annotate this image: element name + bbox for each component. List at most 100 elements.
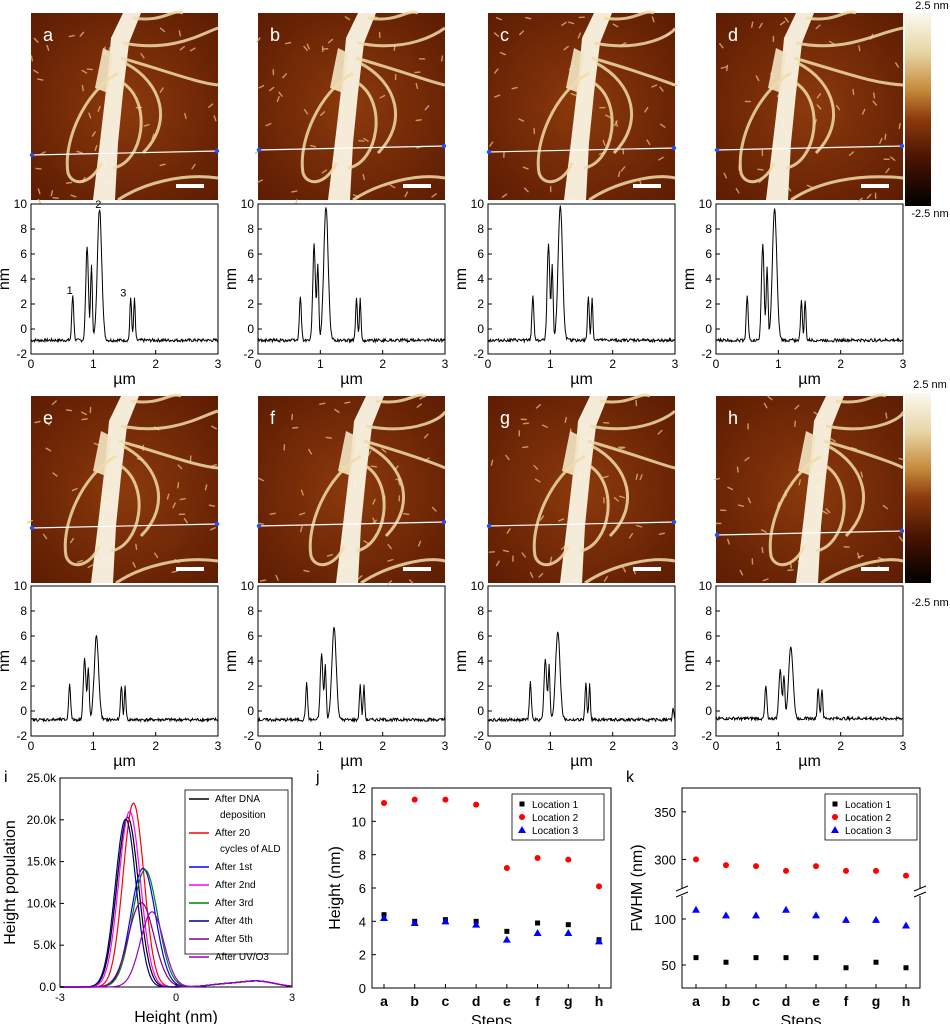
histogram-curve-8 <box>60 911 293 988</box>
afm-image-panel-a: a <box>29 10 220 205</box>
dna-fragment <box>533 464 539 470</box>
dna-fragment <box>538 572 544 578</box>
dna-fragment <box>256 179 263 183</box>
dna-strand <box>375 393 427 404</box>
dna-strand <box>805 10 857 21</box>
dna-fragment <box>37 188 41 195</box>
y-tick-label: 4 <box>477 272 484 286</box>
x-tick-label: 1 <box>317 739 324 753</box>
dna-fragment <box>88 112 92 119</box>
dna-fragment <box>322 48 329 50</box>
dna-fragment <box>857 197 863 203</box>
dna-fragment <box>646 139 651 146</box>
dna-fragment <box>183 517 188 524</box>
dna-fragment <box>603 576 608 582</box>
y-tick-label: 2 <box>247 297 254 311</box>
profile-line-start-marker <box>486 523 492 529</box>
x-tick-label: 3 <box>289 992 295 1004</box>
dna-fragment <box>303 45 308 52</box>
dna-fragment <box>65 181 73 184</box>
data-point <box>410 919 419 926</box>
dna-strand <box>785 81 816 170</box>
x-tick-label: 1 <box>90 357 97 371</box>
data-point <box>502 935 511 943</box>
dna-fragment <box>489 141 494 147</box>
dna-strand <box>118 439 219 470</box>
x-tick-label: 0 <box>485 357 492 371</box>
dna-fragment <box>639 474 643 481</box>
profile-trace <box>487 631 676 723</box>
dna-strand <box>593 27 677 48</box>
colorbar-bottom <box>905 393 931 583</box>
x-tick-label: 2 <box>152 739 159 753</box>
dna-strand <box>599 393 651 404</box>
x-tick-label: -3 <box>55 992 65 1004</box>
dna-strand <box>352 175 446 202</box>
data-point <box>783 867 789 874</box>
legend: After DNA deposition After 20 cycles of ALD… <box>184 789 289 963</box>
data-point <box>843 965 849 971</box>
dna-strand <box>583 81 614 170</box>
dna-strand <box>825 410 905 431</box>
dna-fragment <box>620 166 626 172</box>
dna-fragment <box>501 193 508 198</box>
dna-fragment <box>189 47 196 52</box>
dna-strand <box>532 454 586 567</box>
y-axis-label: nm <box>681 650 698 672</box>
dna-fragment <box>68 34 75 38</box>
dna-fragment <box>757 168 764 171</box>
dna-strand <box>117 175 219 202</box>
dna-fragment <box>159 27 166 33</box>
dna-fragment <box>70 194 77 198</box>
x-axis-label: Steps <box>781 1013 822 1024</box>
x-tick-label: h <box>595 993 604 1009</box>
dna-fragment <box>334 408 340 414</box>
y-tick-label: -2 <box>473 347 484 361</box>
dna-fragment <box>723 172 728 179</box>
x-tick-label: f <box>844 993 849 1009</box>
x-tick-label: 2 <box>837 357 844 371</box>
dna-fragment <box>660 123 666 128</box>
legend-label: Location 2 <box>532 813 579 824</box>
dna-strand <box>793 56 904 87</box>
dna-fragment <box>387 543 393 550</box>
dna-fragment <box>291 426 299 429</box>
y-tick-label: 6 <box>247 247 254 261</box>
legend: Location 1 Location 2 Location 3 <box>511 793 605 841</box>
x-tick-label: 2 <box>837 739 844 753</box>
dna-fragment <box>651 16 655 23</box>
dna-fragment <box>541 424 548 429</box>
y-tick-label: 10 <box>471 579 485 593</box>
dna-fragment <box>211 425 217 430</box>
dna-fragment <box>91 131 96 137</box>
dna-fragment <box>321 169 328 174</box>
legend-label: After 3rd <box>215 898 253 909</box>
legend-label: After UV/O3 <box>215 952 269 963</box>
dna-fragment <box>561 21 567 26</box>
dna-fragment <box>344 401 351 404</box>
panel-label-c: c <box>500 25 509 45</box>
y-tick-label: 8 <box>705 222 712 236</box>
y-axis-label: nm <box>223 268 240 290</box>
x-axis-label: µm <box>570 371 593 388</box>
x-tick-label: a <box>380 993 388 1009</box>
dna-fragment <box>506 528 511 534</box>
dna-strand <box>367 10 419 21</box>
profile-line-end-marker <box>441 143 447 149</box>
data-point <box>472 920 481 928</box>
dna-fragment <box>258 84 265 89</box>
plot-frame <box>715 585 904 737</box>
x-tick-label: 0 <box>485 739 492 753</box>
profile-line-start-marker <box>714 147 720 153</box>
y-tick-label: 0 <box>20 322 27 336</box>
data-point <box>782 905 790 913</box>
y-axis-label: Height population <box>2 820 19 945</box>
x-tick-label: 0 <box>28 739 35 753</box>
dna-strand <box>300 71 354 184</box>
data-point <box>380 914 388 921</box>
dna-fragment <box>784 17 789 23</box>
x-tick-label: 3 <box>442 357 449 371</box>
x-tick-label: 1 <box>775 357 782 371</box>
